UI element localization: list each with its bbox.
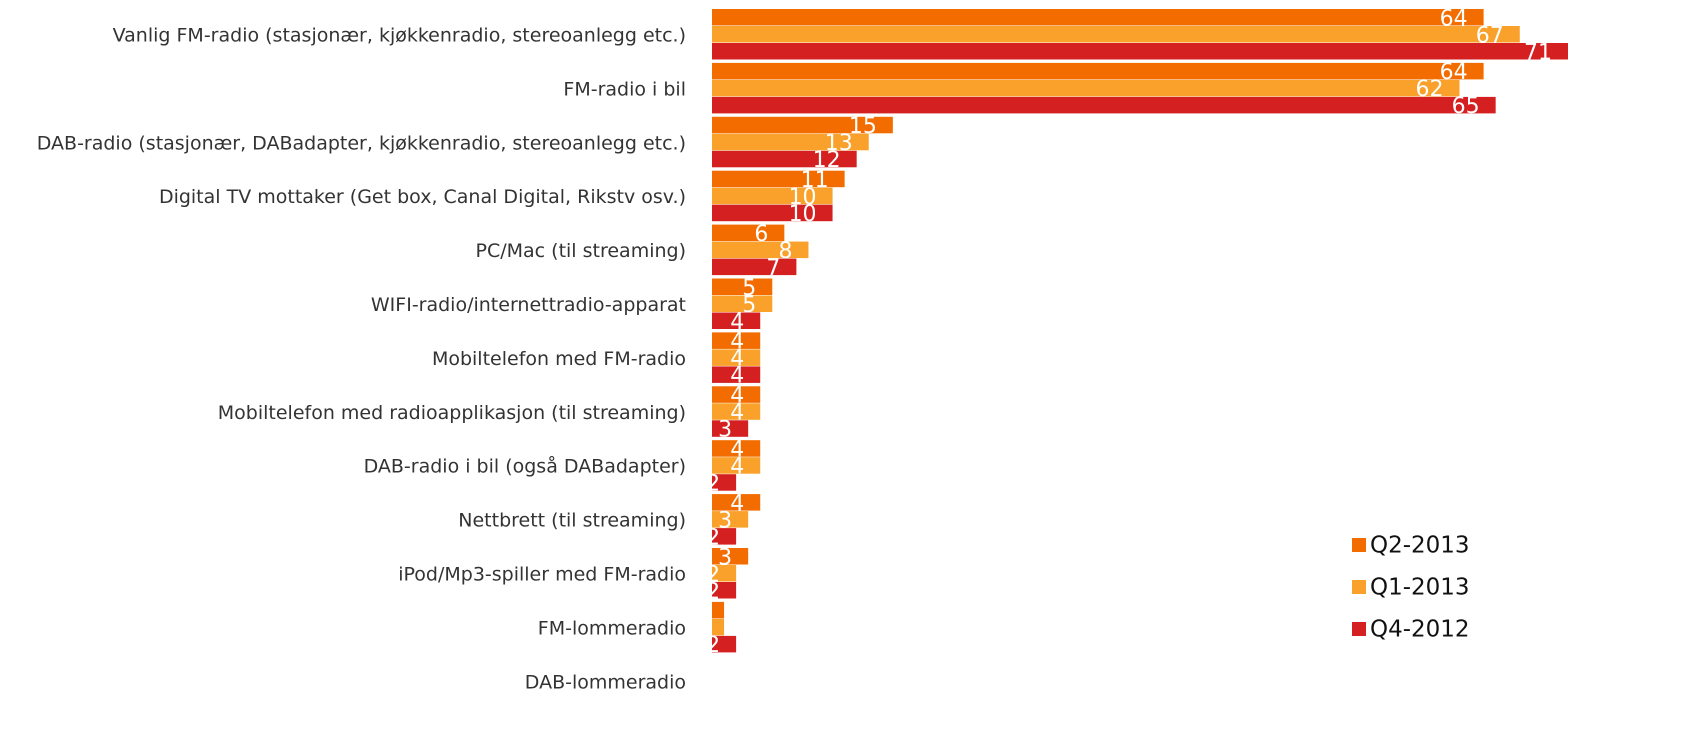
bar bbox=[712, 601, 725, 619]
bar bbox=[712, 62, 1484, 80]
legend-label: Q2-2013 bbox=[1370, 533, 1470, 559]
category-label: Mobiltelefon med FM-radio bbox=[432, 348, 686, 370]
category-label: DAB-lommeradio bbox=[525, 671, 686, 693]
bar bbox=[712, 295, 773, 312]
category-label: DAB-radio i bil (også DABadapter) bbox=[364, 455, 686, 478]
category-label: Digital TV mottaker (Get box, Canal Digi… bbox=[159, 186, 686, 208]
value-label: 2 bbox=[706, 471, 720, 496]
bar bbox=[712, 332, 761, 349]
bar bbox=[712, 43, 1568, 60]
legend-swatch bbox=[1352, 538, 1366, 552]
category-label: Nettbrett (til streaming) bbox=[458, 510, 686, 532]
value-label: 5 bbox=[742, 276, 756, 301]
bar bbox=[712, 494, 761, 511]
bar bbox=[712, 187, 833, 205]
bar bbox=[712, 204, 833, 222]
value-label: 12 bbox=[813, 148, 841, 173]
value-label: 2 bbox=[706, 562, 720, 587]
bar bbox=[712, 312, 761, 329]
category-label: FM-lommeradio bbox=[538, 617, 686, 639]
value-label: 65 bbox=[1452, 94, 1480, 119]
bar bbox=[712, 9, 1484, 26]
category-label: WIFI-radio/internettradio-apparat bbox=[371, 294, 686, 316]
bar bbox=[712, 635, 737, 653]
category-label: FM-radio i bil bbox=[563, 78, 686, 100]
value-label: 4 bbox=[730, 454, 744, 479]
value-label: 4 bbox=[730, 491, 744, 516]
legend-label: Q1-2013 bbox=[1370, 575, 1470, 601]
bar bbox=[712, 582, 737, 599]
bar bbox=[712, 403, 761, 420]
value-label: 2 bbox=[706, 633, 720, 658]
bar bbox=[712, 440, 761, 457]
value-label: 4 bbox=[730, 330, 744, 355]
category-label: Vanlig FM-radio (stasjonær, kjøkkenradio… bbox=[113, 25, 686, 47]
value-label: 4 bbox=[730, 437, 744, 462]
bar bbox=[712, 116, 893, 134]
value-label: 6 bbox=[754, 222, 768, 247]
value-label: 10 bbox=[789, 202, 817, 227]
value-label: 1 bbox=[694, 616, 708, 641]
bar bbox=[712, 241, 809, 259]
bar bbox=[712, 618, 725, 636]
bar bbox=[712, 511, 749, 528]
bar bbox=[712, 278, 773, 295]
bar bbox=[712, 565, 737, 582]
bar bbox=[712, 258, 797, 276]
value-label: 71 bbox=[1524, 40, 1552, 65]
value-label: 4 bbox=[730, 364, 744, 389]
bar bbox=[712, 548, 749, 565]
bar bbox=[712, 386, 761, 403]
bar bbox=[712, 528, 737, 545]
bar bbox=[712, 349, 761, 366]
category-label: iPod/Mp3-spiller med FM-radio bbox=[398, 564, 686, 586]
value-label: 3 bbox=[718, 418, 732, 443]
bar bbox=[712, 366, 761, 383]
bar bbox=[712, 457, 761, 474]
value-label: 4 bbox=[730, 384, 744, 409]
value-label: 3 bbox=[718, 508, 732, 533]
bar bbox=[712, 224, 785, 242]
category-label: DAB-radio (stasjonær, DABadapter, kjøkke… bbox=[37, 132, 686, 154]
bar bbox=[712, 79, 1460, 97]
value-label: 3 bbox=[718, 545, 732, 570]
value-label: 1 bbox=[694, 599, 708, 624]
value-label: 2 bbox=[706, 579, 720, 604]
legend-swatch bbox=[1352, 622, 1366, 636]
value-label: 4 bbox=[730, 401, 744, 426]
bar bbox=[712, 26, 1520, 43]
legend-swatch bbox=[1352, 580, 1366, 594]
bar bbox=[712, 96, 1496, 114]
legend-label: Q4-2012 bbox=[1370, 617, 1470, 643]
category-label: Mobiltelefon med radioapplikasjon (til s… bbox=[218, 402, 686, 424]
bar bbox=[712, 170, 845, 188]
value-label: 7 bbox=[766, 256, 780, 281]
bar bbox=[712, 420, 749, 437]
category-label: PC/Mac (til streaming) bbox=[476, 240, 686, 262]
bar bbox=[712, 133, 869, 151]
value-label: 2 bbox=[706, 525, 720, 550]
bar bbox=[712, 474, 737, 491]
value-label: 5 bbox=[742, 293, 756, 318]
value-label: 8 bbox=[778, 239, 792, 264]
value-label: 4 bbox=[730, 310, 744, 335]
value-label: 4 bbox=[730, 347, 744, 372]
bar bbox=[712, 150, 857, 168]
